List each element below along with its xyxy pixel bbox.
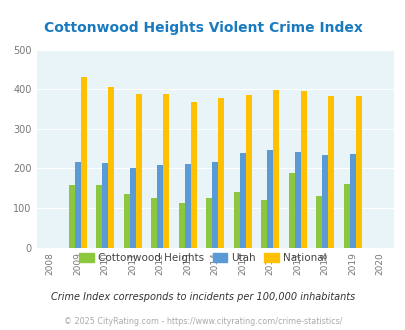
Text: © 2025 CityRating.com - https://www.cityrating.com/crime-statistics/: © 2025 CityRating.com - https://www.city… xyxy=(64,317,341,326)
Bar xyxy=(190,102,196,248)
Bar xyxy=(129,168,135,248)
Bar xyxy=(288,173,294,248)
Text: Crime Index corresponds to incidents per 100,000 inhabitants: Crime Index corresponds to incidents per… xyxy=(51,292,354,302)
Bar xyxy=(355,96,361,248)
Bar xyxy=(321,155,327,248)
Bar xyxy=(300,91,306,248)
Bar xyxy=(343,184,349,248)
Bar xyxy=(217,98,224,248)
Bar xyxy=(96,185,102,248)
Bar xyxy=(135,94,141,248)
Bar xyxy=(315,196,321,248)
Bar xyxy=(245,95,251,248)
Bar xyxy=(260,200,266,248)
Bar xyxy=(273,90,279,248)
Text: Cottonwood Heights Violent Crime Index: Cottonwood Heights Violent Crime Index xyxy=(43,21,362,35)
Bar xyxy=(294,152,300,248)
Bar xyxy=(266,150,273,248)
Bar xyxy=(233,192,239,248)
Bar xyxy=(349,154,355,248)
Bar xyxy=(206,198,212,248)
Bar xyxy=(81,77,87,248)
Bar xyxy=(212,162,217,248)
Bar xyxy=(184,164,190,248)
Bar xyxy=(102,163,108,248)
Legend: Cottonwood Heights, Utah, National: Cottonwood Heights, Utah, National xyxy=(75,249,330,267)
Bar xyxy=(239,153,245,248)
Bar xyxy=(68,185,75,248)
Bar xyxy=(327,96,333,248)
Bar xyxy=(124,194,129,248)
Bar xyxy=(178,203,184,248)
Bar xyxy=(151,198,157,248)
Bar xyxy=(157,165,163,248)
Bar xyxy=(163,94,169,248)
Bar xyxy=(108,87,114,248)
Bar xyxy=(75,162,81,248)
